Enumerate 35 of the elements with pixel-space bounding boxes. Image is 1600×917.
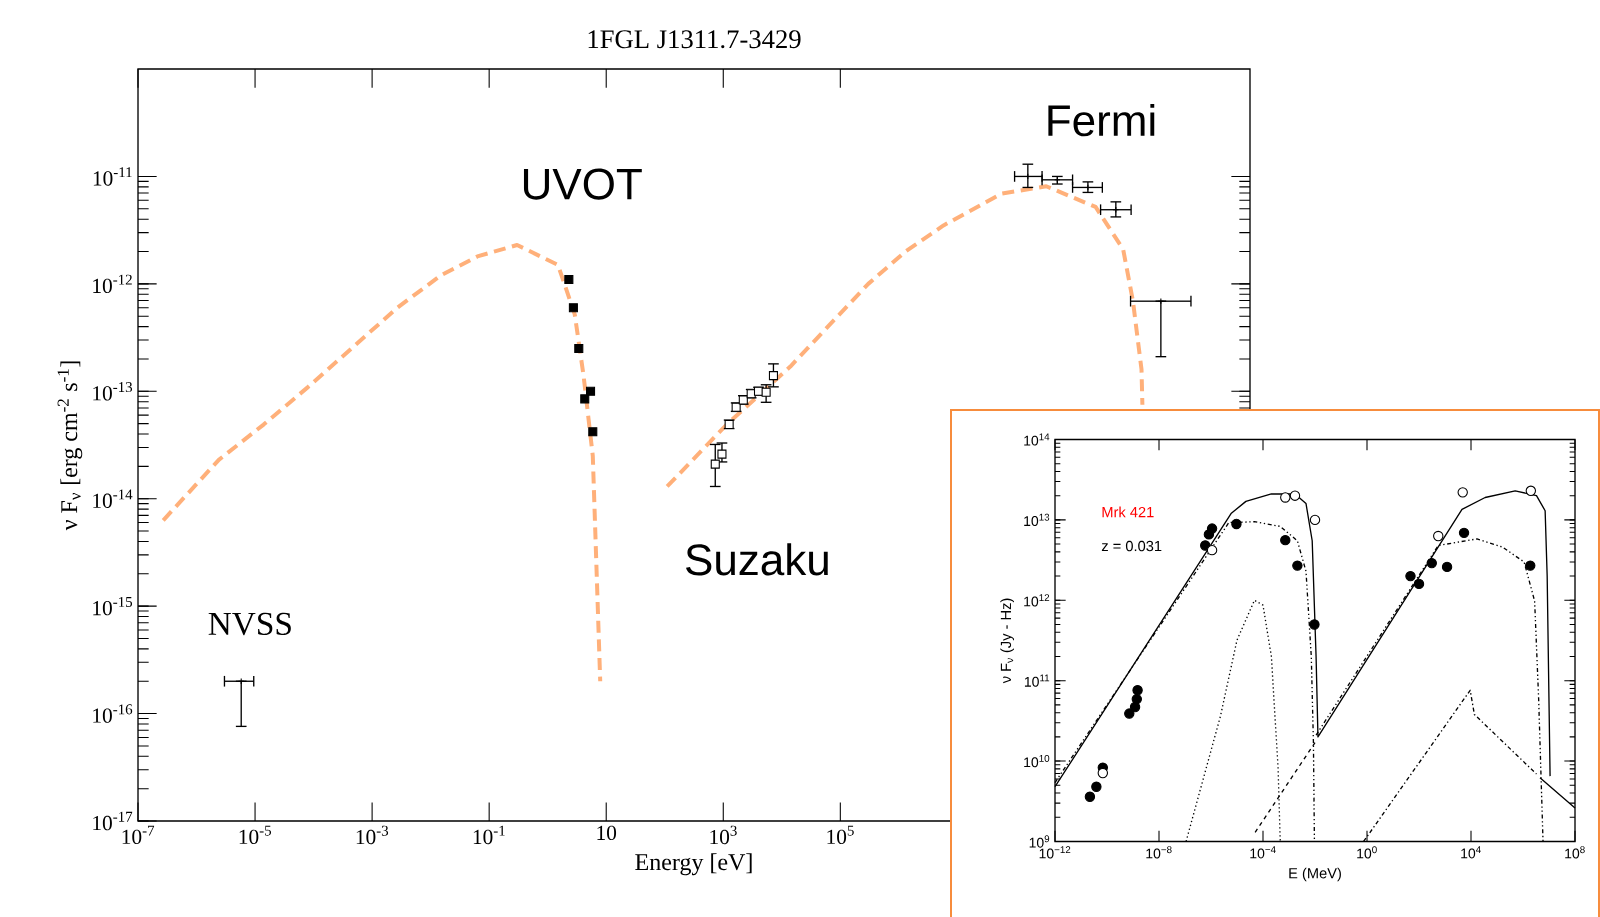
y-tick-label: 10$^{-14}$ [93, 489, 133, 508]
y-tick-label: 10$^{9}$ [1029, 835, 1050, 848]
y-tick-label: 10$^{13}$ [1024, 513, 1050, 527]
y-tick-label: 10$^{14}$ [1024, 433, 1050, 446]
y-tick-label: 10$^{-12}$ [93, 274, 132, 294]
y-tick-label: 10$^{-15}$ [93, 596, 133, 616]
y-tick-label: 10$^{11}$ [1024, 674, 1050, 687]
x-tick-label: 10$^{8}$ [1565, 846, 1585, 859]
x-axis-title: E (MeV) [1289, 867, 1341, 882]
x-tick-label: 10$^{-5}$ [239, 825, 272, 845]
y-tick-label: 10$^{12}$ [1024, 594, 1050, 607]
y-tick-label: 10$^{-16}$ [93, 704, 133, 723]
x-tick-label: 10$^{-1}$ [473, 825, 505, 845]
x-tick-label: 10$^{-3}$ [356, 825, 389, 845]
x-tick-label: 10$^{4}$ [1461, 846, 1481, 859]
x-tick-label: 10$^{−4}$ [1250, 846, 1276, 859]
x-tick-label: 10$^{5}$ [827, 825, 854, 845]
annotation: UVOT [523, 168, 642, 200]
annotation: NVSS [208, 612, 291, 636]
y-axis-title: ν F$_{ν}$ [erg cm$^{-2}$ s$^{-1}$] [57, 361, 83, 531]
x-tick-label: 10$^{−12}$ [1039, 846, 1071, 859]
annotation: z = 0.031 [1101, 540, 1162, 552]
y-axis-title: ν F$_{ν}$ (Jy - Hz) [1000, 598, 1014, 684]
y-tick-label: 10$^{10}$ [1024, 754, 1050, 768]
x-tick-label: 10$^{0}$ [1357, 846, 1377, 859]
y-tick-label: 10$^{-13}$ [93, 382, 133, 401]
x-tick-label: 10 [597, 825, 617, 841]
x-tick-label: 10$^{−8}$ [1146, 846, 1172, 859]
chart-title: 1FGL J1311.7-3429 [588, 30, 801, 49]
annotation: Suzaku [686, 543, 828, 576]
x-tick-label: 10$^{3}$ [710, 825, 737, 845]
annotation: Mrk 421 [1102, 506, 1154, 518]
x-axis-title: Energy [eV] [635, 853, 752, 876]
y-tick-label: 10$^{-11}$ [93, 167, 132, 186]
annotation: Fermi [1048, 103, 1155, 137]
